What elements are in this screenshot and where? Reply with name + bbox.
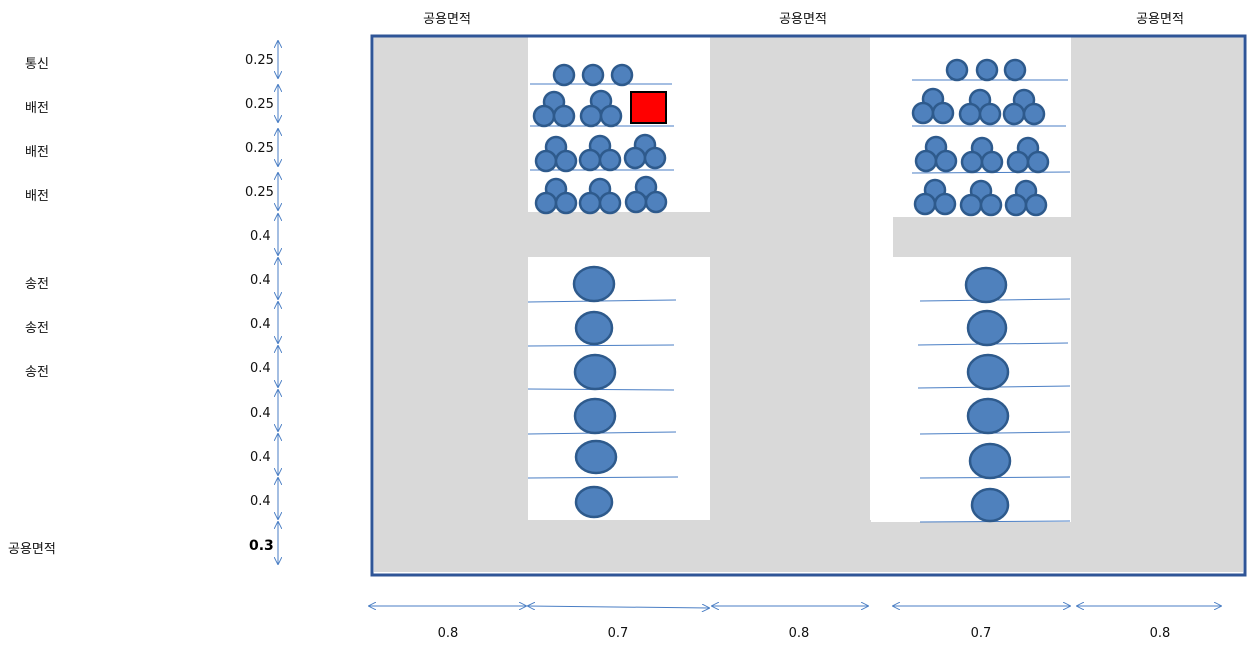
- column-width-1: 0.8: [437, 626, 459, 641]
- cable: [598, 148, 622, 172]
- cable: [572, 265, 616, 303]
- row-height-3: 0.25: [245, 141, 274, 156]
- cable: [623, 146, 647, 170]
- cable: [578, 191, 602, 215]
- cable: [934, 149, 958, 173]
- row-label-6: 송전: [25, 277, 49, 292]
- cable: [966, 309, 1008, 347]
- cable: [578, 148, 602, 172]
- cable: [599, 104, 623, 128]
- cable: [945, 58, 969, 82]
- cable: [1002, 102, 1026, 126]
- cable: [914, 149, 938, 173]
- column-width-4: 0.7: [970, 626, 992, 641]
- trench-frame: [370, 34, 1247, 577]
- cable: [610, 63, 634, 87]
- top-common-label-3: 공용면적: [1136, 12, 1184, 27]
- row-height-5: 0.4: [250, 229, 271, 244]
- cable: [980, 150, 1004, 174]
- row-label-2: 배전: [25, 101, 49, 116]
- cable: [958, 102, 982, 126]
- cable: [574, 485, 614, 519]
- cable: [979, 193, 1003, 217]
- row-height-8: 0.4: [250, 361, 271, 376]
- cable: [960, 150, 984, 174]
- cable: [573, 397, 617, 435]
- marked-cable: [630, 91, 667, 124]
- row-label-8: 송전: [25, 365, 49, 380]
- row-label-4: 배전: [25, 189, 49, 204]
- cable: [964, 266, 1008, 304]
- row-height-4: 0.25: [245, 185, 274, 200]
- column-width-3: 0.8: [788, 626, 810, 641]
- column-dimension-arrows: [369, 606, 1221, 608]
- cable: [624, 190, 648, 214]
- row-label-12: 공용면적: [8, 542, 56, 557]
- row-height-9: 0.4: [250, 406, 271, 421]
- top-common-label-2: 공용면적: [779, 12, 827, 27]
- row-height-1: 0.25: [245, 53, 274, 68]
- cable: [931, 101, 955, 125]
- cable: [913, 192, 937, 216]
- cable: [911, 101, 935, 125]
- cable: [970, 487, 1010, 523]
- top-common-label-1: 공용면적: [423, 12, 471, 27]
- cable: [574, 310, 614, 346]
- cable: [1022, 102, 1046, 126]
- cable: [574, 439, 618, 475]
- row-height-6: 0.4: [250, 273, 271, 288]
- cable: [644, 190, 668, 214]
- row-height-12: 0.3: [249, 538, 274, 554]
- cable: [933, 192, 957, 216]
- row-height-7: 0.4: [250, 317, 271, 332]
- cable: [579, 104, 603, 128]
- cable: [581, 63, 605, 87]
- cable: [968, 442, 1012, 480]
- row-label-7: 송전: [25, 321, 49, 336]
- cable: [966, 353, 1010, 391]
- cable: [1006, 150, 1030, 174]
- cable: [975, 58, 999, 82]
- row-label-3: 배전: [25, 145, 49, 160]
- cable: [1026, 150, 1050, 174]
- row-height-11: 0.4: [250, 494, 271, 509]
- cable: [598, 191, 622, 215]
- row-height-2: 0.25: [245, 97, 274, 112]
- cable: [534, 149, 558, 173]
- cable: [1003, 58, 1027, 82]
- cable: [573, 353, 617, 391]
- row-label-1: 통신: [25, 57, 49, 72]
- cable: [966, 397, 1010, 435]
- cable: [554, 149, 578, 173]
- cable: [532, 104, 556, 128]
- cable: [534, 191, 558, 215]
- column-width-2: 0.7: [607, 626, 629, 641]
- common-area: [374, 37, 1243, 572]
- column-width-5: 0.8: [1149, 626, 1171, 641]
- cable: [554, 191, 578, 215]
- cable: [552, 104, 576, 128]
- row-height-10: 0.4: [250, 450, 271, 465]
- cable: [978, 102, 1002, 126]
- cable: [643, 146, 667, 170]
- cable: [1024, 193, 1048, 217]
- cable: [552, 63, 576, 87]
- cable: [1004, 193, 1028, 217]
- cable: [959, 193, 983, 217]
- cables: [532, 58, 1050, 523]
